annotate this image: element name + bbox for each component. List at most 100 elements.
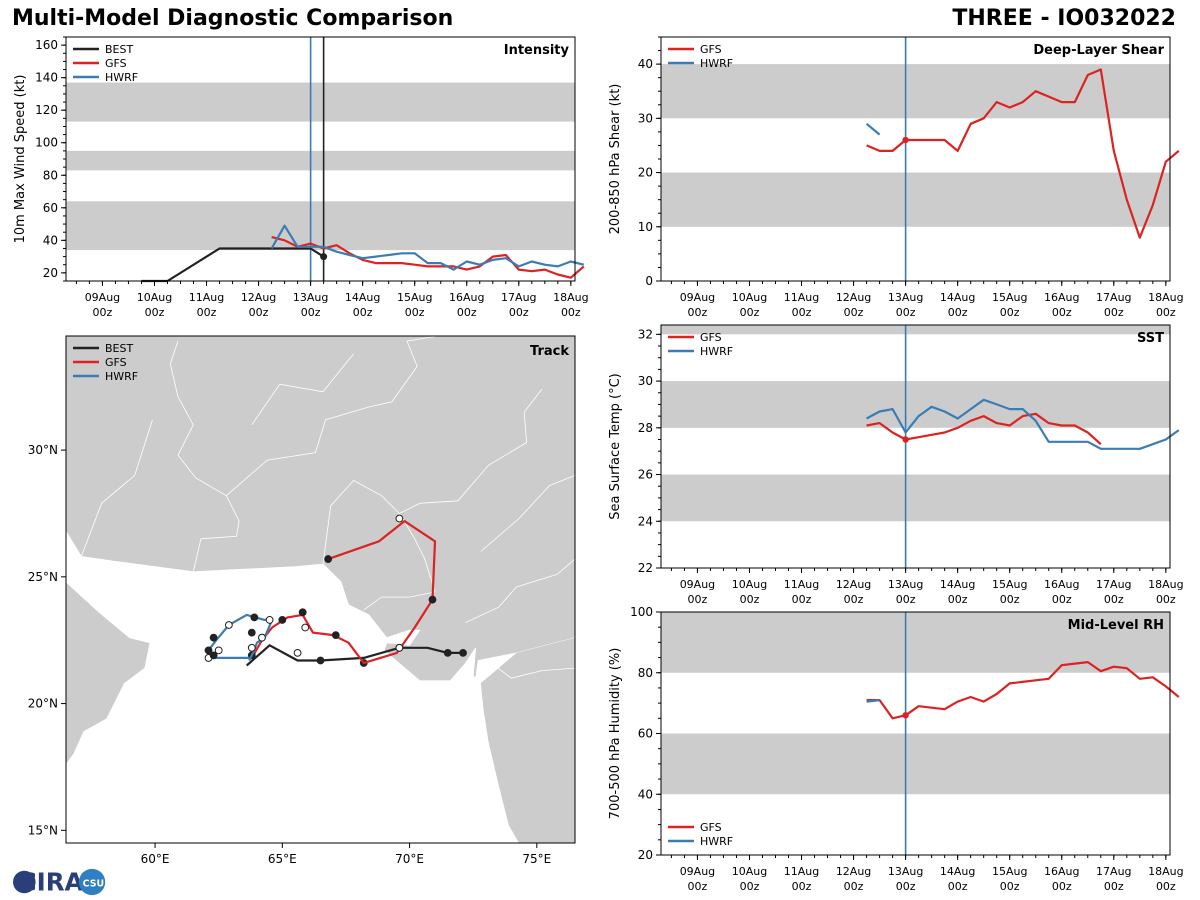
x-tick-date: 17Aug [1096, 578, 1131, 591]
hwrf-track-line [207, 613, 274, 661]
x-tick-date: 18Aug [553, 291, 588, 304]
track-point-12z [293, 648, 302, 657]
x-tick-date: 12Aug [836, 291, 871, 304]
admin-border [480, 475, 576, 552]
shear-panel: 0 10 20 30 40 09Aug 00z 10Aug 00z 11Aug 00z 12Aug 00… [608, 36, 1184, 319]
y-tick-label: 80 [638, 666, 653, 680]
track-point-00z [331, 631, 340, 640]
x-tick-date: 15Aug [397, 291, 432, 304]
legend-label: BEST [105, 342, 133, 355]
x-tick-hour: 00z [457, 306, 477, 319]
track-point-00z [443, 648, 452, 657]
plot-frame [660, 611, 1171, 856]
x-tick-hour: 00z [844, 880, 864, 893]
x-tick-hour: 00z [509, 306, 529, 319]
y-tick-label: 100 [35, 136, 58, 150]
x-tick-date: 14Aug [940, 578, 975, 591]
track-point-00z [250, 613, 259, 622]
legend-label: HWRF [700, 57, 733, 70]
x-tick-hour: 00z [740, 306, 760, 319]
land-mass [65, 335, 576, 682]
y-tick-label: 100 [630, 605, 653, 619]
x-tick-hour: 00z [249, 306, 269, 319]
legend-label: GFS [105, 356, 127, 369]
y-tick-label: 24 [638, 514, 653, 528]
y-tick-label: 22 [638, 561, 653, 575]
admin-border [322, 388, 543, 565]
best-track-line [245, 644, 463, 667]
x-tick-hour: 00z [844, 593, 864, 606]
x-tick-date: 17Aug [1096, 865, 1131, 878]
hwrf-series-line [866, 398, 1180, 450]
cira-logo: CIRA CSU [13, 867, 106, 896]
y-tick-label: 30 [638, 111, 653, 125]
hwrf-series-line [865, 122, 881, 136]
x-tick-date: 14Aug [940, 291, 975, 304]
y-tick-label: 30 [638, 374, 653, 388]
x-tick-date: 16Aug [1044, 865, 1079, 878]
lon-tick-label: 65°E [268, 852, 297, 866]
track-point-00z [209, 651, 218, 660]
analysis-point [902, 712, 909, 719]
lat-tick-label: 25°N [28, 570, 58, 584]
x-tick-hour: 00z [948, 880, 968, 893]
threshold-band [66, 201, 575, 251]
track-point-00z [204, 646, 213, 655]
track-point-12z [395, 643, 404, 652]
x-tick-date: 10Aug [732, 578, 767, 591]
y-tick-label: 80 [43, 168, 58, 182]
x-tick-hour: 00z [1104, 593, 1124, 606]
x-tick-date: 10Aug [732, 865, 767, 878]
threshold-band [66, 150, 575, 171]
x-tick-hour: 00z [1104, 880, 1124, 893]
threshold-band [661, 325, 1170, 335]
y-tick-label: 140 [35, 71, 58, 85]
track-point-12z [224, 621, 233, 629]
x-tick-hour: 00z [1000, 880, 1020, 893]
plot-frame [660, 324, 1171, 569]
track-point-00z [359, 659, 368, 667]
lon-tick-label: 60°E [141, 852, 170, 866]
threshold-band [66, 82, 575, 122]
y-tick-label: 160 [35, 38, 58, 52]
x-tick-hour: 00z [1052, 880, 1072, 893]
x-tick-date: 12Aug [241, 291, 276, 304]
y-axis-label: Sea Surface Temp (°C) [608, 373, 623, 520]
lat-tick-label: 15°N [28, 823, 58, 837]
y-tick-label: 20 [638, 848, 653, 862]
gfs-series-line [866, 68, 1180, 239]
y-tick-label: 60 [43, 201, 58, 215]
gfs-series-line [866, 412, 1102, 446]
track-point-00z [428, 595, 437, 604]
legend-label: BEST [105, 43, 133, 56]
x-tick-date: 11Aug [784, 578, 819, 591]
threshold-band [661, 381, 1170, 428]
track-point-00z [298, 608, 307, 617]
x-tick-hour: 00z [792, 306, 812, 319]
gfs-track-line [250, 519, 437, 665]
lon-tick-label: 70°E [395, 852, 424, 866]
x-tick-date: 15Aug [992, 291, 1027, 304]
y-axis-label: 200-850 hPa Shear (kt) [608, 84, 623, 235]
x-tick-date: 18Aug [1148, 578, 1183, 591]
x-tick-date: 16Aug [1044, 291, 1079, 304]
x-tick-date: 11Aug [189, 291, 224, 304]
legend-label: GFS [105, 57, 127, 70]
x-tick-date: 10Aug [732, 291, 767, 304]
track-point-12z [395, 514, 404, 523]
hwrf-series-line [270, 224, 585, 271]
x-tick-date: 18Aug [1148, 865, 1183, 878]
x-tick-hour: 00z [197, 306, 217, 319]
lat-tick-label: 20°N [28, 697, 58, 711]
x-tick-date: 15Aug [992, 578, 1027, 591]
threshold-band [661, 64, 1170, 119]
panel-title: SST [1137, 331, 1164, 346]
x-tick-hour: 00z [1104, 306, 1124, 319]
admin-border [251, 353, 354, 425]
logo-badge-text: CSU [83, 879, 105, 890]
